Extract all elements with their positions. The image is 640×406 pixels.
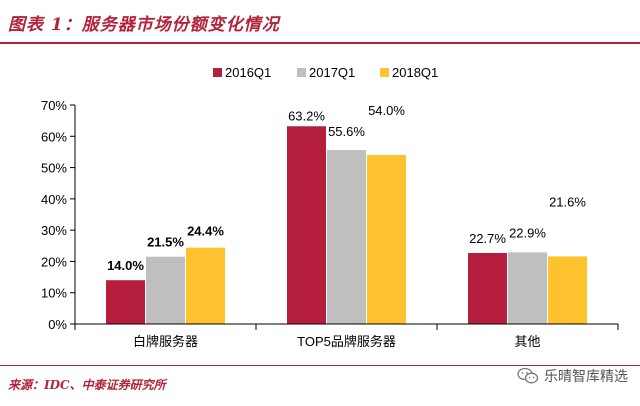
data-label: 22.7% [469,231,506,246]
y-tick-label: 40% [41,192,67,207]
y-tick-label: 30% [41,223,67,238]
bars: 14.0%21.5%24.4% 63.2%55.6%54.0% 22.7% 22.9%… [106,103,587,324]
watermark: 乐晴智库精选 [517,366,628,386]
bar [367,155,406,324]
x-category-label: 白牌服务器 [133,334,198,349]
data-label: 63.2% [288,108,325,123]
source-note: 来源：IDC、中泰证券研究所 [8,378,166,392]
bar [327,150,366,324]
data-label: 54.0% [368,103,405,118]
data-label: 21.6% [549,194,586,209]
bar [508,252,547,324]
y-tick-label: 0% [48,317,67,332]
legend: 2016Q1 2017Q1 2018Q1 [213,65,438,80]
y-axis: 0% 10% 20% 30% 40% 50% 60% 70% [41,98,76,332]
data-label: 14.0% [107,258,144,273]
legend-swatch [297,68,306,77]
bar [468,252,507,324]
legend-swatch [213,68,222,77]
y-tick-label: 10% [41,286,67,301]
y-tick-label: 60% [41,129,67,144]
data-label: 21.5% [147,235,184,250]
bar [146,256,185,324]
x-axis: 白牌服务器 TOP5品牌服务器 其他 [74,323,619,349]
data-label: 55.6% [328,124,365,139]
footer-divider [0,365,640,366]
data-label: 24.4% [187,224,224,239]
y-tick-label: 70% [41,98,67,113]
y-tick-label: 20% [41,254,67,269]
wechat-icon [517,367,539,384]
watermark-text: 乐晴智库精选 [544,369,628,385]
data-label: 22.9% [509,225,546,240]
title-divider [0,42,640,44]
chart-title: 图表 1：服务器市场份额变化情况 [8,15,280,35]
bar [106,280,145,324]
x-category-label: TOP5品牌服务器 [297,334,396,349]
legend-label: 2016Q1 [225,65,271,80]
y-tick-label: 50% [41,161,67,176]
bar [548,256,587,324]
bar [287,126,326,324]
legend-label: 2017Q1 [309,65,355,80]
x-category-label: 其他 [514,334,540,349]
legend-label: 2018Q1 [392,65,438,80]
legend-swatch [380,68,389,77]
bar [186,247,225,324]
